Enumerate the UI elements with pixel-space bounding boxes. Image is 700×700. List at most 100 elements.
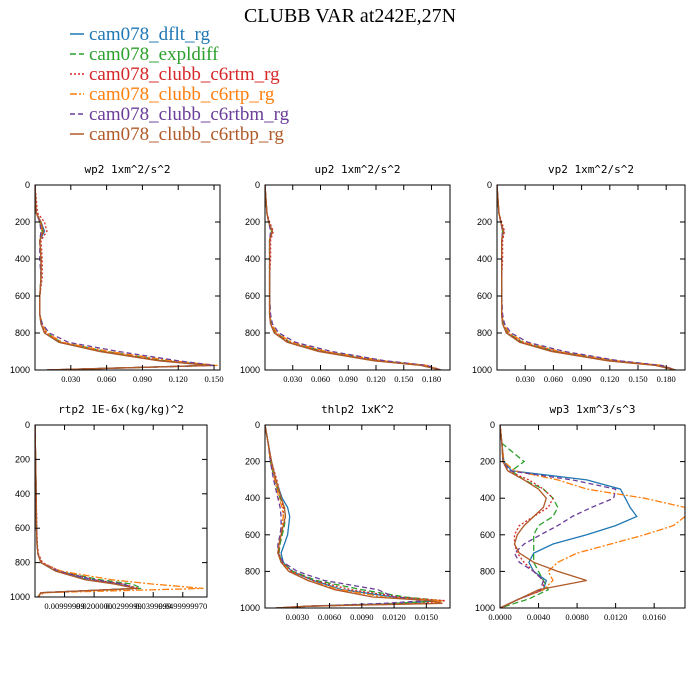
- y-tick-label: 400: [15, 254, 30, 264]
- x-tick-label: 0.060: [544, 374, 563, 384]
- panel-title: rtp2 1E-6x(kg/kg)^2: [58, 403, 184, 416]
- x-tick-label: 0.180: [657, 374, 676, 384]
- series-line: [497, 185, 676, 370]
- y-tick-label: 200: [15, 454, 30, 464]
- series-line: [497, 185, 676, 370]
- y-tick-label: 400: [480, 493, 495, 503]
- legend-entry: cam078_clubb_c6rtp_rg: [70, 84, 275, 105]
- x-tick-label: 0.090: [339, 374, 358, 384]
- y-tick-label: 600: [15, 291, 30, 301]
- y-tick-label: 400: [245, 493, 260, 503]
- panel-title: up2 1xm^2/s^2: [314, 163, 400, 176]
- x-tick-label: 0.120: [600, 374, 619, 384]
- plot-frame: [34, 184, 221, 371]
- x-tick-label: 0.0060: [318, 612, 341, 622]
- y-tick-label: 600: [15, 523, 30, 533]
- chart-panels: wp2 1xm^2/s^2 0 200 400 600 800 1000 0.030 0.060…: [10, 163, 686, 622]
- series-line: [35, 425, 204, 597]
- panel-title: wp3 1xm^3/s^3: [549, 403, 635, 416]
- legend-entry: cam078_expldiff: [70, 44, 219, 65]
- y-tick-label: 800: [480, 566, 495, 576]
- y-tick-label: 600: [245, 291, 260, 301]
- x-tick-label: 0.090: [572, 374, 591, 384]
- y-tick-label: 1000: [10, 592, 30, 602]
- legend-label: cam078_clubb_c6rtbm_rg: [89, 104, 290, 125]
- y-tick-label: 0: [25, 180, 30, 190]
- x-tick-label: 0.060: [97, 374, 116, 384]
- legend-entry: cam078_clubb_c6rtm_rg: [70, 64, 280, 85]
- legend-entry: cam078_clubb_c6rtbm_rg: [70, 104, 290, 125]
- series-line: [500, 425, 685, 608]
- y-tick-label: 200: [480, 457, 495, 467]
- series-line: [265, 185, 442, 370]
- chart-panel: vp2 1xm^2/s^2 0 200 400 600 800 1000 0.030 0.060…: [472, 163, 686, 384]
- y-tick-label: 200: [245, 457, 260, 467]
- y-tick-label: 1000: [475, 603, 495, 613]
- y-tick-label: 800: [245, 566, 260, 576]
- series-line: [500, 425, 559, 608]
- chart-panel: rtp2 1E-6x(kg/kg)^2 0 200 400 600 800 1000 0.00…: [10, 403, 208, 611]
- series-line: [500, 425, 617, 608]
- x-tick-label: 0.0030: [286, 612, 309, 622]
- series-line: [497, 185, 676, 370]
- x-tick-label: 0.0299999: [106, 601, 142, 611]
- x-tick-label: 0.150: [628, 374, 647, 384]
- series-line: [265, 185, 441, 370]
- x-tick-label: 0.180: [422, 374, 441, 384]
- x-tick-label: 0.0040: [527, 612, 550, 622]
- x-tick-label: 0.120: [169, 374, 188, 384]
- y-tick-label: 800: [15, 558, 30, 568]
- series-line: [500, 425, 638, 608]
- panel-title: vp2 1xm^2/s^2: [548, 163, 634, 176]
- chart-panel: wp2 1xm^2/s^2 0 200 400 600 800 1000 0.030 0.060…: [10, 163, 224, 384]
- plot-frame: [496, 184, 686, 371]
- y-tick-label: 200: [245, 217, 260, 227]
- x-tick-label: 0.00999999: [44, 601, 84, 611]
- y-tick-label: 600: [477, 291, 492, 301]
- series-line: [500, 425, 587, 608]
- x-tick-label: 0.150: [204, 374, 223, 384]
- series-line: [497, 185, 676, 370]
- x-tick-label: 0.0399999: [135, 601, 171, 611]
- x-tick-label: 0.150: [394, 374, 413, 384]
- y-tick-label: 0: [490, 420, 495, 430]
- series-group: [265, 185, 442, 370]
- y-tick-label: 800: [245, 328, 260, 338]
- figure-title: CLUBB VAR at242E,27N: [244, 5, 456, 27]
- legend: cam078_dflt_rgcam078_expldiffcam078_club…: [70, 24, 290, 145]
- panel-title: thlp2 1xK^2: [321, 403, 394, 416]
- x-tick-label: 0.0120: [604, 612, 627, 622]
- series-group: [35, 185, 218, 370]
- y-tick-label: 1000: [240, 603, 260, 613]
- x-tick-label: 0.120: [366, 374, 385, 384]
- legend-label: cam078_clubb_c6rtbp_rg: [89, 124, 284, 145]
- y-tick-label: 1000: [472, 365, 492, 375]
- y-tick-label: 200: [15, 217, 30, 227]
- x-tick-label: 0.030: [516, 374, 535, 384]
- chart-panel: thlp2 1xK^2 0 200 400 600 800 1000 0.0030 0.0060…: [240, 403, 451, 622]
- y-tick-label: 200: [477, 217, 492, 227]
- y-tick-label: 1000: [240, 365, 260, 375]
- series-line: [35, 425, 136, 597]
- legend-entry: cam078_dflt_rg: [70, 24, 211, 45]
- series-line: [265, 185, 442, 370]
- series-line: [265, 185, 441, 370]
- series-group: [265, 425, 446, 608]
- series-line: [265, 425, 438, 608]
- x-tick-label: 0.0080: [565, 612, 588, 622]
- x-tick-label: 0.030: [283, 374, 302, 384]
- x-tick-label: 0.0150: [415, 612, 438, 622]
- series-line: [265, 425, 446, 608]
- y-tick-label: 400: [15, 489, 30, 499]
- plot-frame: [264, 424, 451, 609]
- x-tick-label: 0.0090: [350, 612, 373, 622]
- y-tick-label: 600: [480, 530, 495, 540]
- legend-label: cam078_clubb_c6rtm_rg: [89, 64, 280, 85]
- x-tick-label: 0.090: [133, 374, 152, 384]
- x-tick-label: 0.0200000: [76, 601, 112, 611]
- x-tick-label: 0.030: [61, 374, 80, 384]
- x-tick-label: 0.060: [311, 374, 330, 384]
- series-group: [497, 185, 676, 370]
- series-line: [265, 185, 441, 370]
